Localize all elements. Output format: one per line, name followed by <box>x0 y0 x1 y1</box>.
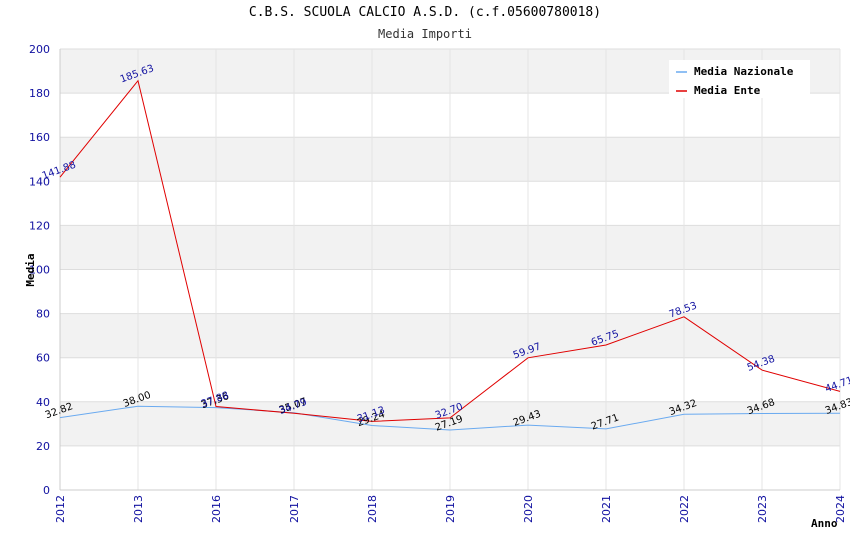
x-tick-label: 2021 <box>600 495 613 523</box>
y-tick-label: 160 <box>29 131 50 144</box>
series-line-ente <box>59 79 841 422</box>
y-tick-label: 0 <box>43 484 50 497</box>
x-tick-label: 2022 <box>678 495 691 523</box>
chart-title: C.B.S. SCUOLA CALCIO A.S.D. (c.f.0560078… <box>248 5 602 20</box>
x-tick-label: 2023 <box>756 495 769 523</box>
y-tick-label: 80 <box>36 308 50 321</box>
x-tick-label: 2019 <box>444 495 457 523</box>
x-axis-ticks: 2012 2013 2016 2017 2018 2019 2020 2021 2022 2023… <box>54 495 847 523</box>
x-tick-label: 2020 <box>522 495 535 523</box>
series-lines <box>59 79 841 431</box>
x-tick-label: 2013 <box>132 495 145 523</box>
y-tick-label: 60 <box>36 352 50 365</box>
legend-label-nazionale: Media Nazionale <box>694 65 794 78</box>
chart-subtitle: Media Importi <box>378 27 472 41</box>
x-axis-label: Anno <box>811 517 838 530</box>
legend-label-ente: Media Ente <box>694 84 761 97</box>
y-axis-label: Media <box>24 253 37 286</box>
x-tick-label: 2016 <box>210 495 223 523</box>
y-tick-label: 40 <box>36 396 50 409</box>
y-tick-label: 20 <box>36 440 50 453</box>
x-tick-label: 2018 <box>366 495 379 523</box>
y-tick-label: 140 <box>29 175 50 188</box>
legend: Media Nazionale Media Ente <box>669 60 810 98</box>
x-tick-label: 2024 <box>834 495 847 523</box>
y-tick-label: 200 <box>29 43 50 56</box>
y-tick-label: 180 <box>29 87 50 100</box>
grid-lines <box>59 48 841 491</box>
y-tick-label: 120 <box>29 219 50 232</box>
x-tick-label: 2012 <box>54 495 67 523</box>
y-axis-ticks: 0 20 40 60 80 100 120 140 160 180 200 <box>29 43 50 497</box>
legend-box <box>669 60 810 98</box>
y-tick-label: 100 <box>29 264 50 277</box>
series-line-nazionale <box>59 405 841 431</box>
x-tick-label: 2017 <box>288 495 301 523</box>
